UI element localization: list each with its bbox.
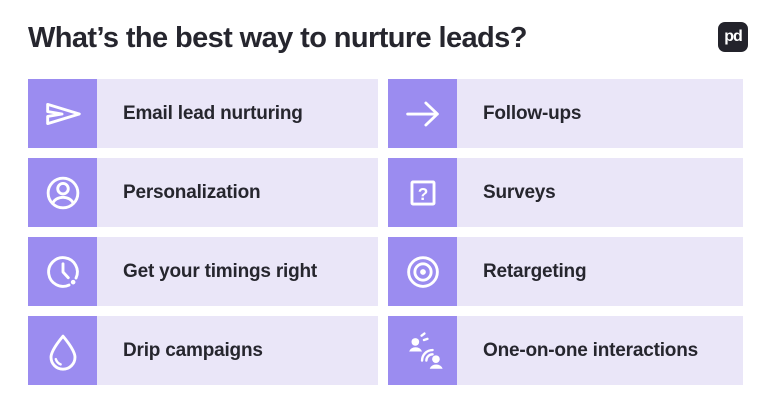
arrow-right-icon	[388, 79, 457, 148]
question-box-icon: ?	[388, 158, 457, 227]
list-item-one-on-one-interactions: One-on-one interactions	[388, 316, 743, 385]
clock-icon	[28, 237, 97, 306]
list-item-label: Email lead nurturing	[123, 102, 303, 124]
list-item-label: Retargeting	[483, 260, 587, 282]
list-item-label: Drip campaigns	[123, 339, 263, 361]
list-item-label: Surveys	[483, 181, 556, 203]
list-item-retargeting: Retargeting	[388, 237, 743, 306]
lead-nurturing-grid: Email lead nurturing Follow-ups Personal…	[28, 79, 743, 385]
list-item-label: One-on-one interactions	[483, 339, 698, 361]
list-item-personalization: Personalization	[28, 158, 378, 227]
question-glyph: ?	[417, 184, 428, 204]
pandadoc-logo-text: pd	[724, 28, 743, 45]
list-item-get-your-timings-right: Get your timings right	[28, 237, 378, 306]
user-circle-icon	[28, 158, 97, 227]
send-icon	[28, 79, 97, 148]
list-item-email-lead-nurturing: Email lead nurturing	[28, 79, 378, 148]
list-item-surveys: ? Surveys	[388, 158, 743, 227]
target-icon	[388, 237, 457, 306]
list-item-follow-ups: Follow-ups	[388, 79, 743, 148]
people-talking-icon	[388, 316, 457, 385]
page-title: What’s the best way to nurture leads?	[28, 22, 527, 54]
drop-icon	[28, 316, 97, 385]
list-item-label: Get your timings right	[123, 260, 318, 282]
list-item-label: Follow-ups	[483, 102, 582, 124]
list-item-label: Personalization	[123, 181, 261, 203]
list-item-drip-campaigns: Drip campaigns	[28, 316, 378, 385]
pandadoc-logo: pd	[718, 22, 748, 52]
